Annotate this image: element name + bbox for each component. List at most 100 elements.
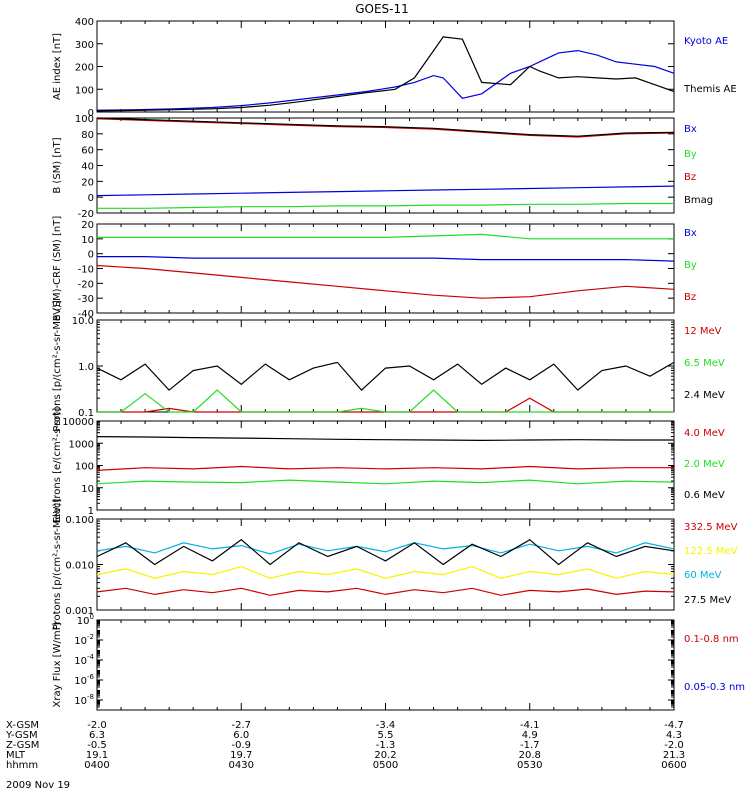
ephemeris-value: 6.0 xyxy=(233,730,249,741)
legend-label: 6.5 MeV xyxy=(684,358,725,369)
ephemeris-value: 4.9 xyxy=(522,730,538,741)
legend-label: 122.5 MeV xyxy=(684,546,738,557)
ephemeris-value: 20.2 xyxy=(374,750,396,761)
series-line-bx xyxy=(97,256,675,262)
y-tick-label: 400 xyxy=(75,17,94,28)
y-tick-label: 100 xyxy=(75,114,94,125)
y-tick-label: 100 xyxy=(77,613,94,627)
ephemeris-value: 19.1 xyxy=(86,750,108,761)
y-tick-label: 10 xyxy=(81,484,94,495)
ephemeris-row-label: MLT xyxy=(6,750,26,761)
series-line-4-0-mev xyxy=(96,465,674,471)
ephemeris-value: 4.3 xyxy=(666,730,682,741)
series-line-kyoto-ae xyxy=(96,49,675,111)
y-tick-label: 0.1 xyxy=(78,408,94,419)
legend-label: 0.1-0.8 nm xyxy=(684,634,739,645)
y-tick-label: 0 xyxy=(88,250,94,261)
ephemeris-row-label: Y-GSM xyxy=(5,730,38,741)
y-tick-label: 10000 xyxy=(62,417,94,428)
legend-label: Kyoto AE xyxy=(684,36,728,47)
series-line-bmag xyxy=(96,117,675,137)
legend-label: 2.4 MeV xyxy=(684,390,725,401)
y-tick-label: 20 xyxy=(81,177,94,188)
y-tick-label: 1.0 xyxy=(78,362,94,373)
ephemeris-table: X-GSMY-GSMZ-GSMMLThhmm-2.06.3-0.519.1040… xyxy=(5,720,687,771)
ephemeris-value: -4.1 xyxy=(520,720,540,731)
y-tick-label: 20 xyxy=(81,220,94,231)
legend-label: Bz xyxy=(684,172,696,183)
series-line-themis-ae xyxy=(96,36,675,112)
y-tick-label: 0.001 xyxy=(65,606,94,617)
legend-label: 0.6 MeV xyxy=(684,490,725,501)
y-tick-label: 100 xyxy=(75,85,94,96)
legend-label: Themis AE xyxy=(683,84,737,95)
ephemeris-value: 5.5 xyxy=(378,730,394,741)
y-tick-label: -10 xyxy=(78,265,94,276)
series-line-by xyxy=(97,233,674,240)
panel-frame xyxy=(96,117,675,214)
y-tick-label: 10-2 xyxy=(74,633,94,647)
y-tick-label: 10-8 xyxy=(74,693,94,707)
ephemeris-value: 21.3 xyxy=(663,750,685,761)
series-line-332-5-mev xyxy=(96,587,675,596)
y-tick-label: 1 xyxy=(88,506,94,517)
legend-label: Bx xyxy=(684,124,697,135)
y-tick-label: -20 xyxy=(78,209,94,220)
legend-label: Bz xyxy=(684,292,696,303)
panel-frame xyxy=(96,20,675,113)
ephemeris-value: 0530 xyxy=(517,760,542,771)
y-axis-label: Protons [p/(cm²-s-sr-MeV)] xyxy=(52,300,63,432)
y-tick-label: -30 xyxy=(78,294,94,305)
y-axis-label: Electrons [e/(cm²-s-sr)] xyxy=(52,408,63,524)
series-line-60-mev xyxy=(96,542,675,555)
legend-label: By xyxy=(684,149,697,160)
ephemeris-value: -0.9 xyxy=(231,740,251,751)
legend-label: Bmag xyxy=(684,195,713,206)
y-tick-label: 0.100 xyxy=(65,515,94,526)
legend-label: By xyxy=(684,260,697,271)
ephemeris-value: 0400 xyxy=(84,760,109,771)
series-line-bz xyxy=(96,118,675,138)
series-line-by xyxy=(97,202,674,209)
panel-1: 0 100 200 300 400 AE index [nT] Kyoto AE Themis… xyxy=(52,17,737,119)
legend-label: 60 MeV xyxy=(684,570,722,581)
y-tick-label: -20 xyxy=(78,279,94,290)
ephemeris-value: -2.0 xyxy=(664,740,684,751)
ephemeris-row-label: Z-GSM xyxy=(6,740,39,751)
legend-label: 332.5 MeV xyxy=(684,522,738,533)
y-tick-label: 80 xyxy=(81,130,94,141)
ephemeris-value: 6.3 xyxy=(89,730,105,741)
y-tick-label: 10 xyxy=(81,235,94,246)
y-tick-label: 1000 xyxy=(69,439,94,450)
y-axis-label: Xray Flux [W/m²] xyxy=(52,622,63,707)
ephemeris-row-label: X-GSM xyxy=(6,720,39,731)
ephemeris-value: 0430 xyxy=(229,760,254,771)
y-axis-label: AE index [nT] xyxy=(52,33,63,100)
y-axis-label: B (SM) [nT] xyxy=(52,137,63,193)
y-tick-label: 10-6 xyxy=(74,673,94,687)
y-tick-label: 10.0 xyxy=(72,316,94,327)
ephemeris-row-label: hhmm xyxy=(6,760,38,771)
series-line-bx xyxy=(96,185,675,197)
ephemeris-value: -3.4 xyxy=(376,720,396,731)
panel-2: -20 0 20 40 60 80 100 B (SM) [nT] Bx By Bz Bmag xyxy=(52,114,713,220)
ephemeris-value: 20.8 xyxy=(519,750,541,761)
y-axis-label: B (SM)-CRF (SM) [nT] xyxy=(52,216,63,322)
y-tick-label: 0 xyxy=(88,108,94,119)
panel-4: 0.1 1.0 10.0 Protons [p/(cm²-s-sr-MeV)] 12 M… xyxy=(52,300,725,432)
ephemeris-value: 0600 xyxy=(661,760,686,771)
footer-date: 2009 Nov 19 xyxy=(6,780,70,791)
series-line-2-0-mev xyxy=(96,479,675,485)
ephemeris-value: -1.3 xyxy=(376,740,396,751)
legend-label: 2.0 MeV xyxy=(684,459,725,470)
ephemeris-value: 0500 xyxy=(373,760,398,771)
series-line-27-5-mev xyxy=(96,538,675,566)
panel-frame xyxy=(96,420,675,511)
ephemeris-value: 19.7 xyxy=(230,750,252,761)
ephemeris-value: -1.7 xyxy=(520,740,540,751)
ephemeris-value: -2.0 xyxy=(87,720,107,731)
y-tick-label: 0.010 xyxy=(65,561,94,572)
y-tick-label: 60 xyxy=(81,146,94,157)
y-tick-label: -40 xyxy=(78,309,94,320)
